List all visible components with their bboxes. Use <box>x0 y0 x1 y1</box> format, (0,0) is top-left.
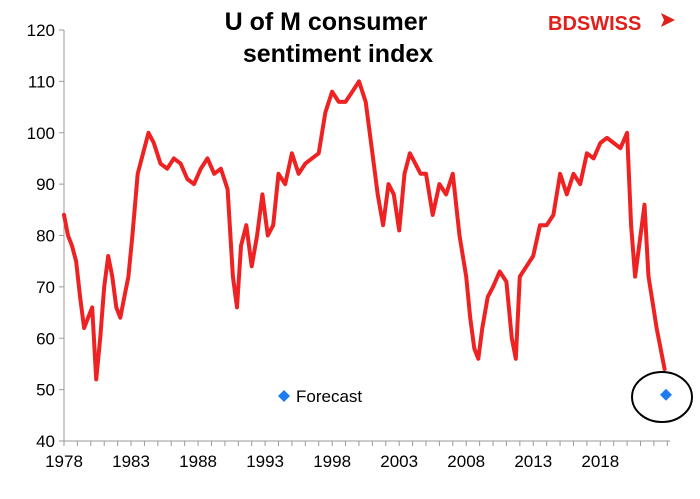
x-tick-label: 1988 <box>179 452 217 471</box>
forecast-highlight-circle <box>631 371 693 423</box>
x-tick-label: 2008 <box>447 452 485 471</box>
svg-text:BDSWISS: BDSWISS <box>548 13 641 35</box>
brand-logo-part2: SWISS <box>577 13 641 35</box>
y-tick-label: 80 <box>36 227 55 246</box>
y-tick-label: 90 <box>36 175 55 194</box>
brand-logo: BDSWISS <box>548 13 675 35</box>
legend: Forecast <box>278 387 362 406</box>
x-tick-label: 2003 <box>380 452 418 471</box>
y-tick-label: 40 <box>36 432 55 451</box>
axes: 40 50 60 70 80 90 100 110 120 1978 1983 1988 1993 199… <box>27 21 670 471</box>
x-tick-label: 2018 <box>581 452 619 471</box>
chart-title-line1: U of M consumer <box>225 8 428 36</box>
x-tick-label: 1978 <box>45 452 83 471</box>
y-tick-label: 60 <box>36 329 55 348</box>
y-tick-label: 70 <box>36 278 55 297</box>
y-tick-label: 50 <box>36 381 55 400</box>
y-tick-label: 100 <box>27 124 55 143</box>
forecast-group <box>659 388 672 401</box>
x-tick-label: 1998 <box>313 452 351 471</box>
legend-forecast-label: Forecast <box>296 387 362 406</box>
sentiment-series-line <box>62 79 667 382</box>
brand-arrow-icon <box>661 13 675 27</box>
chart-title-line2: sentiment index <box>243 40 433 68</box>
brand-logo-part1: BD <box>548 13 577 35</box>
x-tick-label: 2013 <box>514 452 552 471</box>
x-tick-label: 1983 <box>112 452 150 471</box>
y-tick-label: 110 <box>28 72 55 91</box>
y-tick-label: 120 <box>27 21 55 40</box>
legend-forecast-marker <box>278 390 290 402</box>
series-group <box>62 79 667 382</box>
forecast-point <box>659 388 672 401</box>
x-tick-label: 1993 <box>246 452 284 471</box>
